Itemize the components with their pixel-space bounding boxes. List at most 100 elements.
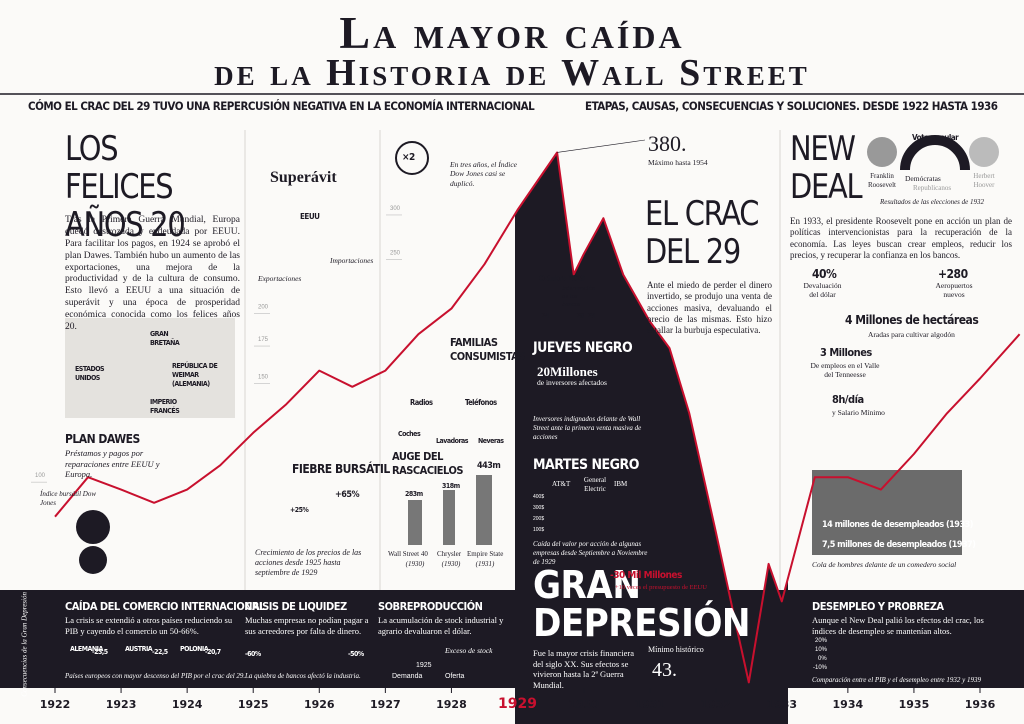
- section-title: AUGE DEL RASCACIELOS: [392, 450, 463, 477]
- x-tick-label: 1932: [700, 698, 731, 711]
- label: Herbert Hoover: [973, 172, 995, 189]
- x-tick-label: 1929: [498, 696, 537, 712]
- axis-label: 100$: [533, 527, 545, 533]
- section-title: PLAN DAWES: [65, 432, 140, 446]
- body-text: La crisis se extendió a otros países red…: [65, 615, 233, 636]
- subtitle: CÓMO EL CRAC DEL 29 TUVO UNA REPERCUSIÓN…: [28, 99, 535, 113]
- axis-label: 10%: [815, 647, 828, 653]
- body-text: Aunque el New Deal palió los efectos del…: [812, 615, 984, 636]
- side-label: Consecuencias de la Gran Depresión: [20, 592, 29, 697]
- axis-label: 20%: [815, 638, 828, 644]
- map-label: GRAN BRETAÑA: [150, 330, 180, 347]
- axis-label: 400$: [533, 494, 545, 500]
- label: (1931): [475, 560, 495, 568]
- section-title: SOBREPRODUCCIÓN: [378, 600, 483, 613]
- vote-gauge: [900, 135, 970, 171]
- body-text: Tras la Primera Guerra Mundial, Europa q…: [65, 215, 240, 332]
- skyscrapers: [408, 475, 492, 545]
- y-tick-label: 250: [390, 250, 401, 256]
- label: -22,5: [152, 648, 168, 656]
- figure: 20Millones: [537, 364, 598, 379]
- x-tick-label: 1928: [436, 698, 467, 711]
- x-tick-label: 1924: [172, 698, 203, 711]
- figure: 40%: [812, 267, 837, 281]
- x-tick-label: 1925: [238, 698, 269, 711]
- label: 318m: [442, 482, 460, 490]
- x-tick-label: 1930: [568, 698, 599, 711]
- axis-label: 0%: [818, 656, 827, 662]
- x-tick-label: 1935: [899, 698, 930, 711]
- section-title: CRISIS DE LIQUIDEZ: [245, 600, 347, 613]
- label: AT&T: [552, 480, 571, 488]
- caption: Préstamos y pagos por reparaciones entre…: [65, 448, 160, 480]
- caption: La quiebra de bancos afectó la industria…: [245, 672, 361, 680]
- label: Devaluación del dólar: [803, 281, 842, 300]
- x-tick-label: 1933: [766, 698, 797, 711]
- y-tick-label: 150: [258, 375, 269, 381]
- x-tick-label: 1934: [833, 698, 864, 711]
- caption: Mínimo histórico: [648, 645, 704, 654]
- portrait: [969, 137, 999, 167]
- label: (1930): [441, 560, 461, 568]
- icon: [395, 141, 429, 175]
- label: Aradas para cultivar algodón: [868, 330, 955, 339]
- label: +65%: [335, 490, 360, 500]
- map-label: ESTADOS UNIDOS: [75, 365, 105, 382]
- bottom-band: [0, 590, 1024, 688]
- label: Voto popular: [912, 133, 959, 142]
- figure: +280: [938, 267, 968, 281]
- x-tick-label: 1927: [370, 698, 401, 711]
- label: Lavadoras: [436, 437, 469, 445]
- label: (1930): [405, 560, 425, 568]
- label: Coches: [398, 430, 421, 438]
- legend-label: Demanda: [392, 673, 423, 680]
- body-text: Ante el miedo de perder el dinero invert…: [647, 280, 772, 335]
- axis-label: 300$: [533, 505, 545, 511]
- label: Importaciones: [330, 256, 374, 265]
- legend-label: Oferta: [445, 673, 465, 680]
- label: Octubre 1929: [539, 274, 585, 283]
- x-tick-label: 1922: [40, 698, 71, 711]
- label: AUSTRIA: [125, 645, 153, 653]
- map-label: IMPERIO FRANCÉS: [150, 398, 180, 415]
- label: Teléfonos: [465, 398, 497, 407]
- x-tick-label: 1926: [304, 698, 335, 711]
- body-text: Muchas empresas no podían pagar a sus ac…: [245, 615, 369, 636]
- figure-note: +10 veces el presupuesto de EEUU: [615, 584, 707, 591]
- caption: Caída del valor por acción de algunas em…: [533, 540, 648, 566]
- map-label: REPÚBLICA DE WEIMAR (ALEMANIA): [172, 362, 218, 388]
- axis-label: 200$: [533, 516, 545, 522]
- label: Radios: [410, 398, 433, 407]
- column-separators: [244, 130, 781, 590]
- label: Neveras: [478, 437, 504, 445]
- y-tick-label: 200: [258, 305, 269, 311]
- label: Franklin Roosevelt: [868, 172, 896, 189]
- label: +25%: [290, 506, 309, 514]
- label: POLONIA: [180, 645, 209, 653]
- caption: En tres años, el Índice Dow Jones casi s…: [450, 160, 517, 188]
- label: Demócratas: [905, 174, 941, 183]
- y-tick-label: 100: [35, 473, 46, 479]
- section-title: FAMILIAS CONSUMISTAS: [450, 336, 525, 363]
- label: Republicanos: [913, 184, 952, 192]
- section-title: FIEBRE BURSÁTIL: [292, 462, 390, 476]
- y-tick-label: 300: [390, 206, 401, 212]
- caption: Comparación entre el PIB y el desempleo …: [812, 676, 981, 684]
- x-tick-label: 1931: [634, 698, 665, 711]
- label: 443m: [477, 461, 501, 471]
- body-text: La acumulación de stock industrial y agr…: [378, 615, 504, 636]
- label: -50%: [348, 650, 364, 658]
- map-box: [65, 318, 235, 418]
- label: 283m: [405, 490, 423, 498]
- label: Intervención de los bancos: [562, 285, 595, 309]
- title: de la Historia de Wall Street: [214, 52, 810, 94]
- peak-label: 380.: [648, 131, 687, 156]
- portrait: [867, 137, 897, 167]
- label: 1925: [416, 662, 432, 669]
- caption: Resultados de las elecciones de 1932: [880, 198, 985, 206]
- badge: ×2: [402, 152, 415, 163]
- label: Exceso de stock: [445, 646, 493, 655]
- label: Chrysler: [437, 550, 462, 558]
- label: ALEMANIA: [70, 645, 103, 653]
